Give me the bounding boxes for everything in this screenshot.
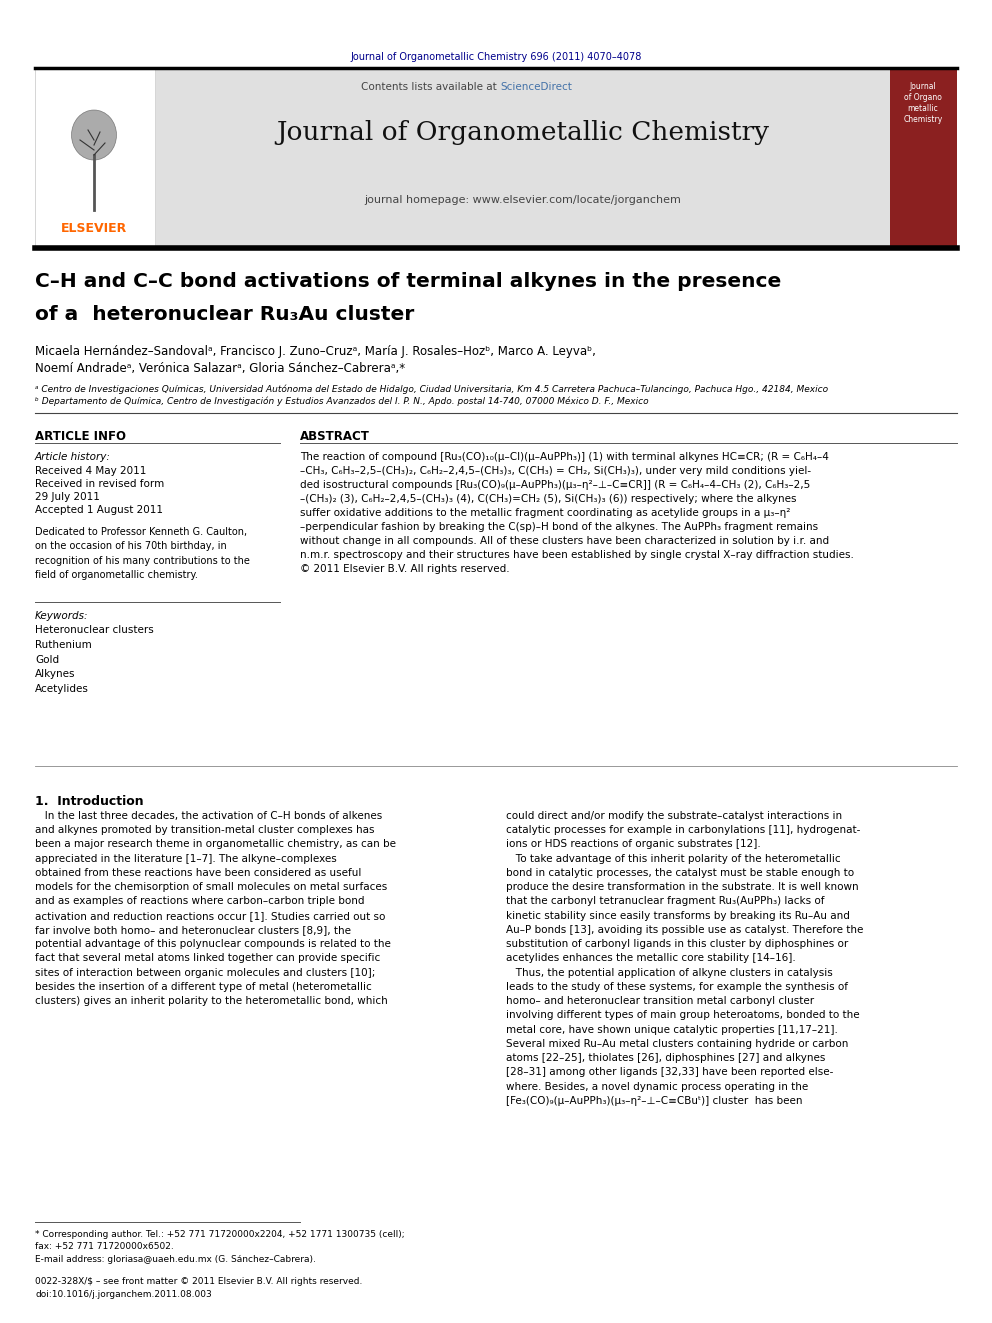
Text: Accepted 1 August 2011: Accepted 1 August 2011 (35, 505, 163, 515)
Text: doi:10.1016/j.jorganchem.2011.08.003: doi:10.1016/j.jorganchem.2011.08.003 (35, 1290, 211, 1299)
Text: Contents lists available at: Contents lists available at (361, 82, 500, 93)
Text: C–H and C–C bond activations of terminal alkynes in the presence: C–H and C–C bond activations of terminal… (35, 273, 782, 291)
Text: Dedicated to Professor Kenneth G. Caulton,
on the occasion of his 70th birthday,: Dedicated to Professor Kenneth G. Caulto… (35, 527, 250, 581)
Text: Noemí Andradeᵃ, Verónica Salazarᵃ, Gloria Sánchez–Cabreraᵃ,*: Noemí Andradeᵃ, Verónica Salazarᵃ, Glori… (35, 363, 405, 374)
Text: Micaela Hernández–Sandovalᵃ, Francisco J. Zuno–Cruzᵃ, María J. Rosales–Hozᵇ, Mar: Micaela Hernández–Sandovalᵃ, Francisco J… (35, 345, 596, 359)
Text: fax: +52 771 71720000x6502.: fax: +52 771 71720000x6502. (35, 1242, 174, 1252)
Text: In the last three decades, the activation of C–H bonds of alkenes
and alkynes pr: In the last three decades, the activatio… (35, 811, 396, 1005)
Text: 0022-328X/$ – see front matter © 2011 Elsevier B.V. All rights reserved.: 0022-328X/$ – see front matter © 2011 El… (35, 1277, 362, 1286)
Text: Article history:: Article history: (35, 452, 111, 462)
Text: Received in revised form: Received in revised form (35, 479, 165, 490)
Text: 29 July 2011: 29 July 2011 (35, 492, 100, 501)
Text: journal homepage: www.elsevier.com/locate/jorganchem: journal homepage: www.elsevier.com/locat… (364, 194, 681, 205)
Text: ABSTRACT: ABSTRACT (300, 430, 370, 443)
Text: Journal
of Organo
metallic
Chemistry: Journal of Organo metallic Chemistry (904, 82, 942, 124)
Ellipse shape (71, 110, 116, 160)
Text: ᵇ Departamento de Química, Centro de Investigación y Estudios Avanzados del I. P: ᵇ Departamento de Química, Centro de Inv… (35, 397, 649, 406)
Bar (890, 67, 957, 247)
Text: of a  heteronuclear Ru₃Au cluster: of a heteronuclear Ru₃Au cluster (35, 306, 415, 324)
Text: Received 4 May 2011: Received 4 May 2011 (35, 466, 147, 476)
Text: could direct and/or modify the substrate–catalyst interactions in
catalytic proc: could direct and/or modify the substrate… (506, 811, 863, 1106)
Text: The reaction of compound [Ru₃(CO)₁₀(μ–Cl)(μ–AuPPh₃)] (1) with terminal alkynes H: The reaction of compound [Ru₃(CO)₁₀(μ–Cl… (300, 452, 854, 574)
Bar (35, 67, 957, 247)
Bar (35, 67, 155, 247)
Text: * Corresponding author. Tel.: +52 771 71720000x2204, +52 1771 1300735 (cell);: * Corresponding author. Tel.: +52 771 71… (35, 1230, 405, 1240)
Text: E-mail address: gloriasa@uaeh.edu.mx (G. Sánchez–Cabrera).: E-mail address: gloriasa@uaeh.edu.mx (G.… (35, 1256, 315, 1263)
Text: ᵃ Centro de Investigaciones Químicas, Universidad Autónoma del Estado de Hidalgo: ᵃ Centro de Investigaciones Químicas, Un… (35, 385, 828, 394)
Text: ScienceDirect: ScienceDirect (500, 82, 571, 93)
Text: Heteronuclear clusters
Ruthenium
Gold
Alkynes
Acetylides: Heteronuclear clusters Ruthenium Gold Al… (35, 624, 154, 695)
Text: Keywords:: Keywords: (35, 611, 88, 620)
Text: ELSEVIER: ELSEVIER (61, 222, 127, 235)
Text: Journal of Organometallic Chemistry 696 (2011) 4070–4078: Journal of Organometallic Chemistry 696 … (350, 52, 642, 62)
Text: Journal of Organometallic Chemistry: Journal of Organometallic Chemistry (276, 120, 769, 146)
Text: ARTICLE INFO: ARTICLE INFO (35, 430, 126, 443)
Text: 1.  Introduction: 1. Introduction (35, 795, 144, 808)
